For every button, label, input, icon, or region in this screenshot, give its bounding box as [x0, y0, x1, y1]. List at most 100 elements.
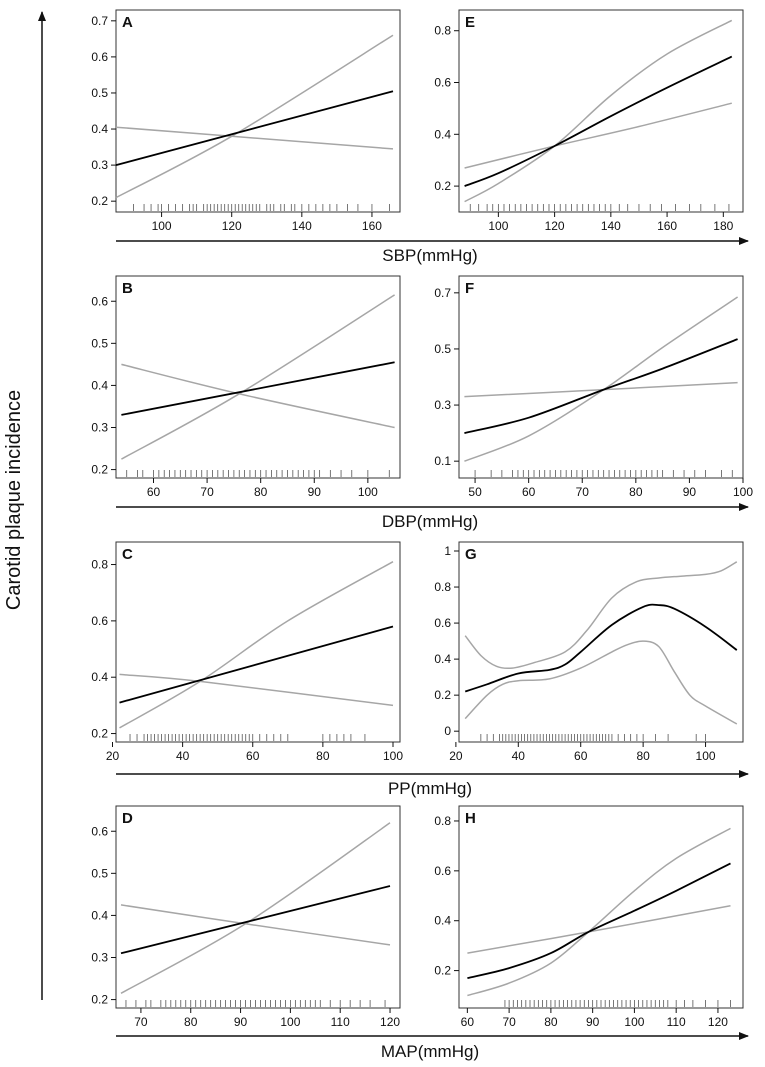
plot-frame — [458, 9, 744, 213]
ci-upper-line — [464, 19, 733, 203]
panel-label: G — [465, 546, 477, 563]
y-tick-label: 0.5 — [91, 866, 108, 880]
x-tick-label: 80 — [254, 485, 268, 499]
panel-e: E 0.2 0.4 0.6 0.8 100 120 140 160 180 — [434, 9, 744, 233]
y-tick-label: 0.4 — [91, 122, 108, 136]
x-tick-label: 180 — [713, 219, 733, 233]
x-tick-label: 20 — [106, 749, 120, 763]
ci-upper-line — [464, 561, 738, 670]
panel-label: E — [465, 14, 475, 31]
x-tick-label: 60 — [147, 485, 161, 499]
plot-frame — [458, 541, 744, 743]
x-tick-label: 90 — [586, 1015, 600, 1029]
plot-frame — [115, 275, 401, 479]
y-tick-label: 0.6 — [91, 50, 108, 64]
panel-label: A — [122, 14, 133, 31]
x-tick-label: 60 — [461, 1015, 475, 1029]
ci-upper-line — [119, 561, 394, 729]
y-tick-label: 1 — [444, 544, 451, 558]
panel-label: F — [465, 280, 474, 297]
x-tick-label: 70 — [502, 1015, 516, 1029]
x-tick-label: 140 — [292, 219, 312, 233]
estimate-line — [464, 55, 733, 187]
y-tick-label: 0.2 — [91, 993, 108, 1007]
plot-frame — [458, 275, 744, 479]
y-tick-label: 0.4 — [91, 908, 108, 922]
y-tick-label: 0.2 — [91, 194, 108, 208]
y-tick-label: 0.6 — [434, 76, 451, 90]
ci-lower-line — [121, 363, 395, 429]
x-axis-title-sbp: SBP(mmHg) — [382, 246, 477, 265]
ci-upper-line — [121, 294, 396, 460]
plot-frame — [115, 541, 401, 743]
x-tick-label: 90 — [234, 1015, 248, 1029]
plot-frame — [458, 805, 744, 1009]
x-tick-label: 60 — [246, 749, 260, 763]
y-tick-label: 0.3 — [91, 421, 108, 435]
y-tick-label: 0.8 — [434, 814, 451, 828]
x-tick-label: 100 — [152, 219, 172, 233]
x-tick-label: 90 — [308, 485, 322, 499]
y-tick-label: 0.5 — [91, 86, 108, 100]
x-tick-label: 110 — [331, 1015, 350, 1029]
y-tick-label: 0.2 — [91, 727, 108, 741]
x-tick-label: 70 — [576, 485, 590, 499]
panel-g: G 0 0.2 0.4 0.6 0.8 1 20 40 60 80 100 — [434, 541, 744, 763]
x-tick-label: 120 — [222, 219, 242, 233]
x-tick-label: 40 — [512, 749, 526, 763]
ci-lower-line — [115, 126, 394, 150]
x-tick-label: 40 — [176, 749, 190, 763]
y-tick-label: 0.8 — [91, 558, 108, 572]
x-tick-label: 60 — [522, 485, 536, 499]
panel-b: B 0.2 0.3 0.4 0.5 0.6 60 70 80 90 100 — [91, 275, 401, 499]
x-tick-label: 160 — [362, 219, 382, 233]
x-tick-label: 100 — [696, 749, 716, 763]
ci-upper-line — [115, 34, 394, 199]
x-tick-label: 100 — [280, 1015, 300, 1029]
y-tick-label: 0.1 — [434, 454, 451, 468]
x-tick-label: 70 — [134, 1015, 148, 1029]
x-axis-title-pp: PP(mmHg) — [388, 779, 472, 798]
x-tick-label: 120 — [545, 219, 565, 233]
panel-a: A 0.2 0.3 0.4 0.5 0.6 0.7 100 120 140 160 — [91, 9, 401, 233]
x-tick-label: 140 — [601, 219, 621, 233]
y-tick-label: 0 — [444, 724, 451, 738]
x-tick-label: 120 — [380, 1015, 400, 1029]
x-tick-label: 160 — [657, 219, 677, 233]
ci-lower-line — [119, 673, 394, 707]
plot-frame — [115, 9, 401, 213]
estimate-line — [119, 625, 394, 704]
x-tick-label: 20 — [449, 749, 463, 763]
y-tick-label: 0.2 — [434, 179, 451, 193]
estimate-line — [464, 603, 738, 693]
x-axis-title-map: MAP(mmHg) — [381, 1042, 479, 1061]
x-tick-label: 50 — [468, 485, 482, 499]
x-tick-label: 100 — [488, 219, 508, 233]
x-tick-label: 80 — [544, 1015, 558, 1029]
x-axis-title-dbp: DBP(mmHg) — [382, 512, 478, 531]
x-tick-label: 80 — [636, 749, 650, 763]
y-tick-label: 0.2 — [434, 964, 451, 978]
x-tick-label: 100 — [383, 749, 403, 763]
y-tick-label: 0.7 — [91, 14, 108, 28]
x-tick-label: 110 — [667, 1015, 686, 1029]
estimate-line — [121, 361, 395, 416]
ci-lower-line — [464, 102, 732, 169]
estimate-line — [467, 862, 731, 979]
y-tick-label: 0.2 — [91, 463, 108, 477]
y-tick-label: 0.4 — [434, 127, 451, 141]
panel-f: F 0.1 0.3 0.5 0.7 50 60 70 80 90 100 — [434, 275, 753, 499]
y-tick-label: 0.3 — [91, 158, 108, 172]
y-tick-label: 0.6 — [434, 864, 451, 878]
panel-label: D — [122, 810, 133, 827]
x-tick-label: 100 — [358, 485, 378, 499]
y-tick-label: 0.6 — [91, 614, 108, 628]
estimate-line — [115, 90, 394, 166]
x-tick-label: 90 — [683, 485, 697, 499]
y-tick-label: 0.7 — [434, 286, 451, 300]
y-tick-label: 0.5 — [91, 336, 108, 350]
y-tick-label: 0.5 — [434, 342, 451, 356]
y-tick-label: 0.4 — [91, 378, 108, 392]
estimate-line — [120, 885, 391, 955]
ci-upper-line — [120, 822, 391, 994]
